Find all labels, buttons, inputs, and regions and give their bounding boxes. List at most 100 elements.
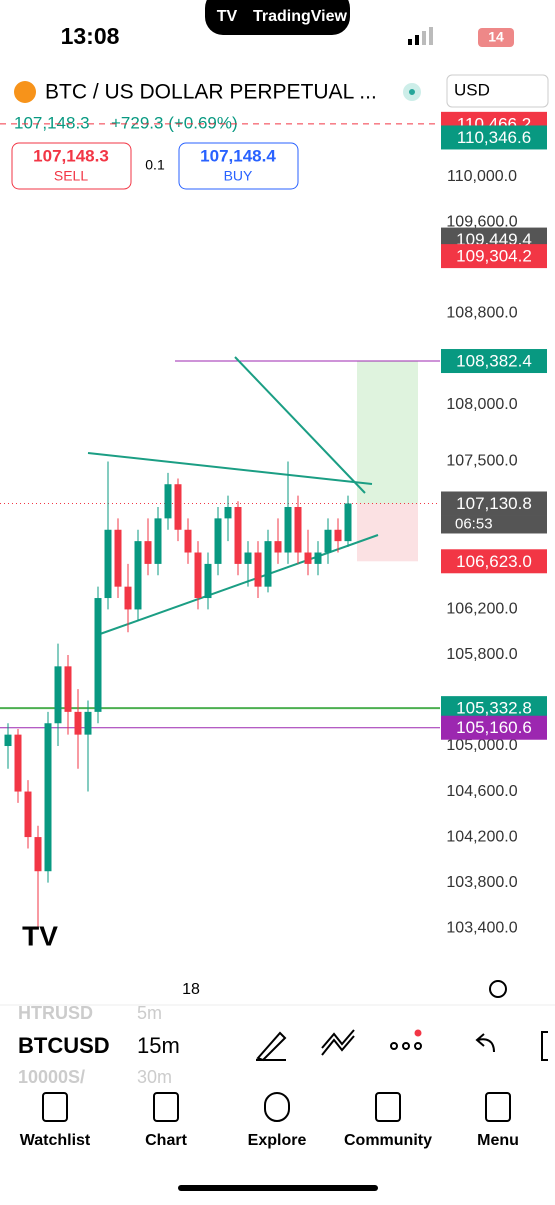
candle-body xyxy=(174,484,182,530)
trend-line xyxy=(87,452,373,485)
candle-body xyxy=(184,529,192,553)
candle-body xyxy=(334,529,342,542)
price-label: 105,332.8 xyxy=(456,699,532,718)
y-tick-label: 106,200.0 xyxy=(446,601,517,618)
candle-body xyxy=(44,723,52,872)
price-label: 110,346.6 xyxy=(457,128,531,147)
battery-level: 14 xyxy=(488,29,504,45)
candle-body xyxy=(284,506,292,553)
app-logo: TV xyxy=(217,8,238,25)
coin-icon xyxy=(14,81,36,103)
settings-icon[interactable] xyxy=(489,980,507,998)
tab-label[interactable]: Community xyxy=(344,1132,432,1149)
toolbar-symbol[interactable]: BTCUSD xyxy=(18,1033,110,1058)
candle-body xyxy=(244,552,252,564)
y-tick-label: 105,800.0 xyxy=(446,646,517,663)
candle-body xyxy=(24,791,32,838)
candle-body xyxy=(144,541,152,564)
y-tick-label: 110,000.0 xyxy=(447,168,517,185)
y-tick-label: 104,600.0 xyxy=(446,783,517,800)
app-name: TradingView xyxy=(253,8,348,25)
candle-body xyxy=(264,541,272,587)
price-label-box xyxy=(441,349,547,374)
more-tool[interactable] xyxy=(390,1042,422,1050)
tab-label[interactable]: Menu xyxy=(477,1132,519,1149)
y-tick-label: 103,800.0 xyxy=(446,874,517,891)
price-label: 106,623.0 xyxy=(456,552,532,571)
fullscreen[interactable] xyxy=(541,1031,548,1061)
target-zone xyxy=(357,361,418,504)
market-status xyxy=(403,83,421,101)
symbol-title[interactable]: BTC / US DOLLAR PERPETUAL ... xyxy=(45,81,377,104)
buy-price: 107,148.4 xyxy=(200,146,276,165)
trend-line xyxy=(99,534,379,635)
stop-zone xyxy=(357,503,418,562)
candle-body xyxy=(114,529,122,587)
candle-body xyxy=(124,586,132,610)
clock: 13:08 xyxy=(61,23,120,49)
draw-tool[interactable] xyxy=(256,1031,287,1062)
spread: 0.1 xyxy=(145,157,165,173)
candle-body xyxy=(194,552,202,599)
price-label-box xyxy=(441,549,547,574)
price-label: 109,304.2 xyxy=(456,247,532,266)
candle-body xyxy=(294,506,302,553)
countdown-box xyxy=(441,515,547,534)
currency: USD xyxy=(454,80,490,99)
sell-button[interactable] xyxy=(11,142,132,190)
candle-body xyxy=(164,484,172,519)
candle-body xyxy=(104,529,112,599)
candle-body xyxy=(94,598,102,712)
tab-icon[interactable] xyxy=(42,1092,68,1122)
countdown: 06:53 xyxy=(455,515,493,532)
prev-interval: 5m xyxy=(137,1003,162,1023)
price-label-box xyxy=(441,491,547,516)
candle-body xyxy=(304,552,312,564)
next-interval: 30m xyxy=(137,1067,172,1087)
candle-body xyxy=(4,734,12,747)
chart[interactable]: 110,000.0 109,600.0 108,800.0 108,000.0 107,… xyxy=(0,111,547,937)
price-label: 105,160.6 xyxy=(456,718,532,737)
tab-label[interactable]: Chart xyxy=(145,1132,187,1149)
candle-body xyxy=(204,563,212,599)
undo[interactable] xyxy=(475,1033,495,1053)
candle-body xyxy=(14,734,22,792)
candle-body xyxy=(34,837,42,872)
watermark: TV xyxy=(22,920,58,951)
tab-label[interactable]: Explore xyxy=(248,1132,307,1149)
tab-bar: Watchlist Chart Explore Community Menu xyxy=(20,1092,519,1149)
candle-body xyxy=(234,506,242,564)
tab-label[interactable]: Watchlist xyxy=(20,1132,91,1149)
buy-button[interactable] xyxy=(178,142,299,190)
tab-icon[interactable] xyxy=(153,1092,179,1122)
indicator-tool[interactable] xyxy=(321,1029,355,1056)
y-tick-label: 105,000.0 xyxy=(446,737,517,754)
sell-label: SELL xyxy=(54,168,88,184)
price-label-box xyxy=(441,715,547,740)
app-pill xyxy=(205,0,350,35)
candle-body xyxy=(54,666,62,724)
candle-body xyxy=(254,552,262,587)
home-indicator xyxy=(178,1185,378,1191)
tab-icon[interactable] xyxy=(264,1092,290,1122)
y-tick-label: 107,500.0 xyxy=(446,453,517,470)
sell-price: 107,148.3 xyxy=(33,146,109,165)
y-tick-label: 103,400.0 xyxy=(446,919,517,936)
last-price: 107,148.3 xyxy=(14,113,90,132)
candle-body xyxy=(314,552,322,564)
candle-body xyxy=(214,518,222,564)
price-label: 107,130.8 xyxy=(456,494,532,513)
y-tick-label: 104,200.0 xyxy=(446,828,517,845)
candle-body xyxy=(74,711,82,735)
tab-icon[interactable] xyxy=(485,1092,511,1122)
toolbar-interval[interactable]: 15m xyxy=(137,1033,180,1058)
candle-body xyxy=(274,541,282,553)
tab-icon[interactable] xyxy=(375,1092,401,1122)
candle-body xyxy=(324,529,332,553)
candle-body xyxy=(344,503,352,542)
currency-select[interactable] xyxy=(446,74,549,108)
prev-symbol: HTRUSD xyxy=(18,1003,93,1023)
price-label-box xyxy=(441,244,547,269)
price-label: 108,382.4 xyxy=(456,352,532,371)
